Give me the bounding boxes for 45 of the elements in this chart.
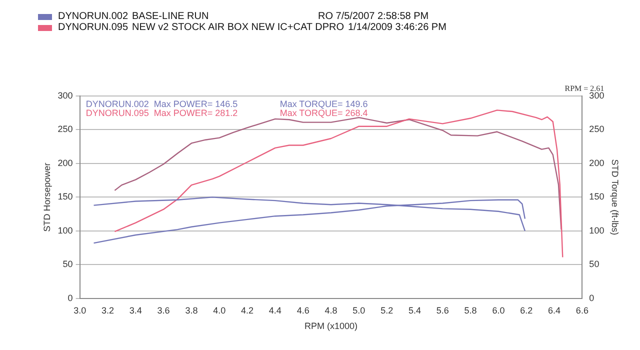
annotation: Max TORQUE= 149.6 [280,98,368,109]
x-axis-title: RPM (x1000) [304,321,358,332]
y-tick-label: 100 [58,225,73,236]
text: DYNORUN.002 [58,11,128,22]
x-tick-label: 5.2 [380,305,394,316]
y2-tick-label: 50 [589,259,600,270]
y2-tick-label: 150 [589,192,604,202]
x-tick-label: 4.6 [296,305,310,316]
x-tick-label: 6.4 [548,305,561,316]
x-tick-label: 6.0 [492,305,505,316]
annotation: DYNORUN.095 Max POWER= 281.2 [86,108,238,118]
x-tick-label: 5.4 [408,305,421,316]
y2-tick-label: 0 [589,292,594,303]
y-tick-label: 250 [58,124,73,134]
x-tick-label: 3.2 [101,305,114,316]
x-tick-label: 3.8 [185,305,198,316]
y-tick-label: 200 [58,158,73,168]
x-tick-label: 3.6 [157,305,170,316]
y-tick-label: 150 [58,192,73,202]
x-tick-label: 5.8 [464,305,477,316]
text: BASE-LINE RUN [132,11,209,22]
x-tick-label: 5.6 [436,305,449,316]
x-tick-label: 3.4 [129,305,142,316]
annotation: Max TORQUE= 268.4 [280,108,368,118]
y2-tick-label: 200 [589,158,604,168]
y-tick-label: 0 [68,292,73,303]
text: DYNORUN.095 [58,22,128,33]
x-tick-label: 4.4 [268,305,282,316]
x-tick-label: 6.2 [520,305,533,316]
text: 1/14/2009 3:46:26 PM [348,22,446,33]
text: RO 7/5/2007 2:58:58 PM [318,11,429,22]
annotation: DYNORUN.002 Max POWER= 146.5 [86,98,238,109]
x-tick-label: 3.0 [74,305,86,316]
x-tick-label: 5.0 [352,305,366,316]
y2-tick-label: 100 [589,225,604,236]
y2-axis-title: STD Torque (ft-lbs) [610,159,620,236]
y-axis-title: STD Horsepower [42,162,52,232]
x-tick-label: 4.2 [241,305,254,316]
x-tick-label: 4.0 [213,305,226,316]
y-tick-label: 300 [58,90,73,100]
text: NEW v2 STOCK AIR BOX NEW IC+CAT DPRO [132,22,344,33]
y2-tick-label: 250 [589,124,604,134]
x-tick-label: 6.6 [576,305,588,316]
x-tick-label: 4.8 [324,305,338,316]
y-tick-label: 50 [62,259,73,270]
